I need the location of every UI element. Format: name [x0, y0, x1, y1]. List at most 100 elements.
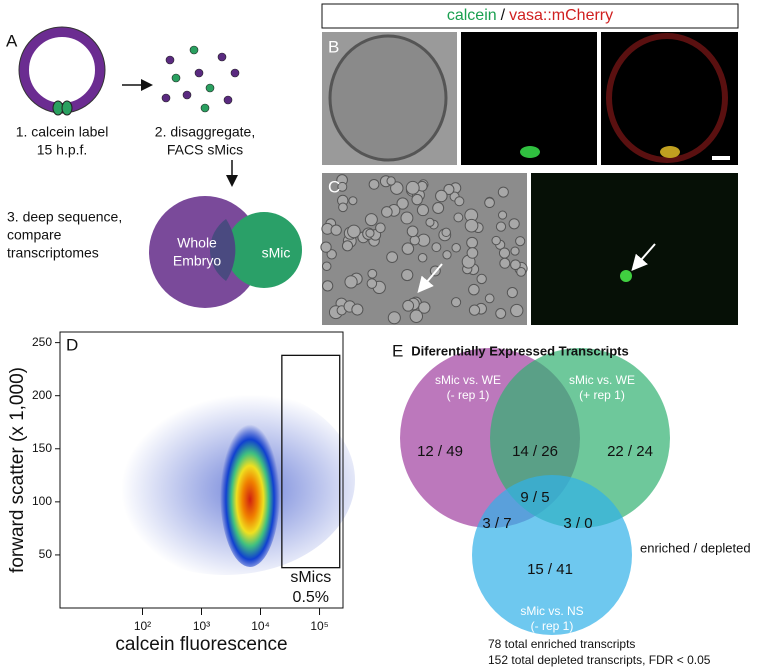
mcherry-ring [606, 33, 728, 163]
cell [466, 247, 479, 259]
cell [348, 196, 358, 206]
y-tick-label: 200 [32, 388, 52, 402]
venn-overlap [209, 219, 236, 281]
cell [386, 176, 396, 186]
venn-circle [149, 196, 261, 308]
cell [476, 273, 487, 285]
panel-c: C [320, 173, 738, 325]
cell [405, 180, 420, 195]
cell [330, 224, 342, 236]
cell [320, 241, 332, 253]
cell [386, 251, 399, 264]
legend: calcein / vasa::mCherry [447, 7, 613, 24]
cell [508, 218, 520, 230]
x-axis-label: calcein fluorescence [115, 634, 287, 655]
cell [326, 249, 337, 260]
gate [281, 354, 341, 569]
panel-d: D 50 100 150 200 250 10² 10³ 10⁴ 10⁵ calcein fluor… [7, 331, 355, 655]
cell [367, 268, 378, 279]
panel-e: E Diferentially Expressed Transcripts sM… [392, 341, 751, 667]
cell [431, 242, 442, 253]
cell [451, 297, 462, 308]
set-label: (- rep 1) [447, 388, 490, 402]
count: 3 / 7 [482, 515, 511, 532]
cell [468, 283, 480, 296]
cell [498, 210, 508, 220]
venn-label: sMic [262, 245, 291, 261]
cell [417, 252, 428, 263]
step-text: 3. deep sequence, [7, 209, 122, 225]
set-label: sMic vs. NS [520, 604, 583, 618]
cell [464, 218, 479, 233]
set-label: (- rep 1) [531, 619, 574, 633]
legend-text: vasa::mCherry [509, 7, 613, 24]
panel-b: calcein / vasa::mCherry B [321, 3, 739, 165]
count: 14 / 26 [512, 443, 558, 460]
cell [484, 197, 495, 209]
cell [338, 202, 348, 213]
y-tick-label: 250 [32, 335, 52, 349]
image-panel [461, 32, 597, 165]
cell [506, 287, 518, 299]
count: 22 / 24 [607, 443, 653, 460]
cell [344, 275, 358, 289]
cell [411, 193, 423, 206]
cell [347, 224, 361, 239]
x-tick-label: 10⁵ [310, 619, 328, 633]
gate-label: sMics [290, 569, 331, 586]
cell [454, 196, 465, 207]
cell [510, 303, 524, 318]
cell-dots [161, 45, 240, 113]
cell [451, 243, 461, 253]
venn-circle [226, 212, 302, 288]
legend-box [321, 3, 739, 29]
cell [498, 247, 511, 259]
cell [365, 228, 375, 238]
venn-circle [472, 475, 632, 635]
cell [390, 181, 404, 195]
cell [453, 212, 464, 223]
image-panel [601, 32, 738, 165]
embryo-outline [18, 26, 106, 114]
key: enriched / depleted [640, 540, 751, 555]
arrow [417, 263, 443, 294]
cell [341, 240, 354, 252]
cell-field [320, 174, 528, 325]
cell [387, 311, 401, 325]
cell [337, 181, 348, 192]
cell [435, 189, 448, 203]
cell [322, 280, 334, 292]
venn-label: Whole [177, 235, 217, 251]
cell [321, 261, 332, 271]
cell [466, 236, 478, 249]
panel-letter: E [392, 341, 403, 360]
count: 3 / 0 [563, 515, 592, 532]
y-tick-label: 150 [32, 441, 52, 455]
cell [432, 202, 445, 214]
cell [409, 309, 424, 323]
cell [495, 308, 507, 319]
venn-label: Embryo [173, 253, 221, 269]
step-text: FACS sMics [167, 142, 243, 158]
cell [425, 217, 435, 227]
cell [351, 303, 364, 316]
y-tick-label: 50 [39, 547, 53, 561]
cell [484, 293, 495, 304]
arrow [631, 243, 656, 272]
cell [497, 186, 509, 198]
legend-text: calcein [447, 7, 497, 24]
cell [441, 227, 451, 238]
cell [364, 213, 378, 227]
cell [468, 304, 481, 316]
set-label: (+ rep 1) [579, 388, 625, 402]
cell [400, 211, 414, 225]
count: 9 / 5 [520, 489, 549, 506]
set-label: sMic vs. WE [569, 373, 635, 387]
x-tick-label: 10² [134, 619, 151, 633]
cell [491, 235, 501, 246]
cell [396, 197, 409, 210]
cell [406, 225, 419, 238]
cell [61, 100, 73, 116]
cell [510, 259, 521, 271]
fluorescent-cells [520, 146, 540, 158]
